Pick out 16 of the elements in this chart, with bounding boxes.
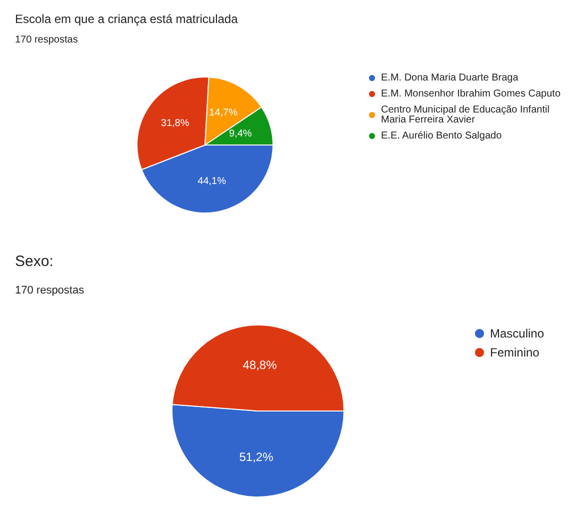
legend-label: E.M. Monsenhor Ibrahim Gomes Caputo: [381, 88, 561, 100]
chart-title: Escola em que a criança está matriculada: [15, 12, 238, 26]
data-label: 44,1%: [198, 176, 226, 187]
legend-label: E.E. Aurélio Bento Salgado: [381, 130, 502, 142]
data-label: 14,7%: [209, 107, 238, 118]
text: Sexo:: [15, 253, 54, 270]
legend-label: E.M. Dona Maria Duarte Braga: [381, 72, 519, 84]
legend-label: Centro Municipal de Educação Infantil Maria Ferreira Xavier: [381, 104, 552, 126]
data-label: 51,2%: [239, 450, 274, 464]
legend-label: Feminino: [490, 346, 540, 360]
legend-label: Masculino: [490, 326, 544, 340]
text: 170 respostas: [15, 284, 85, 296]
text: 170 respostas: [15, 34, 78, 46]
data-label: 31,8%: [160, 118, 190, 129]
data-label: 9,4%: [229, 128, 252, 140]
data-label: 48,8%: [242, 358, 278, 372]
